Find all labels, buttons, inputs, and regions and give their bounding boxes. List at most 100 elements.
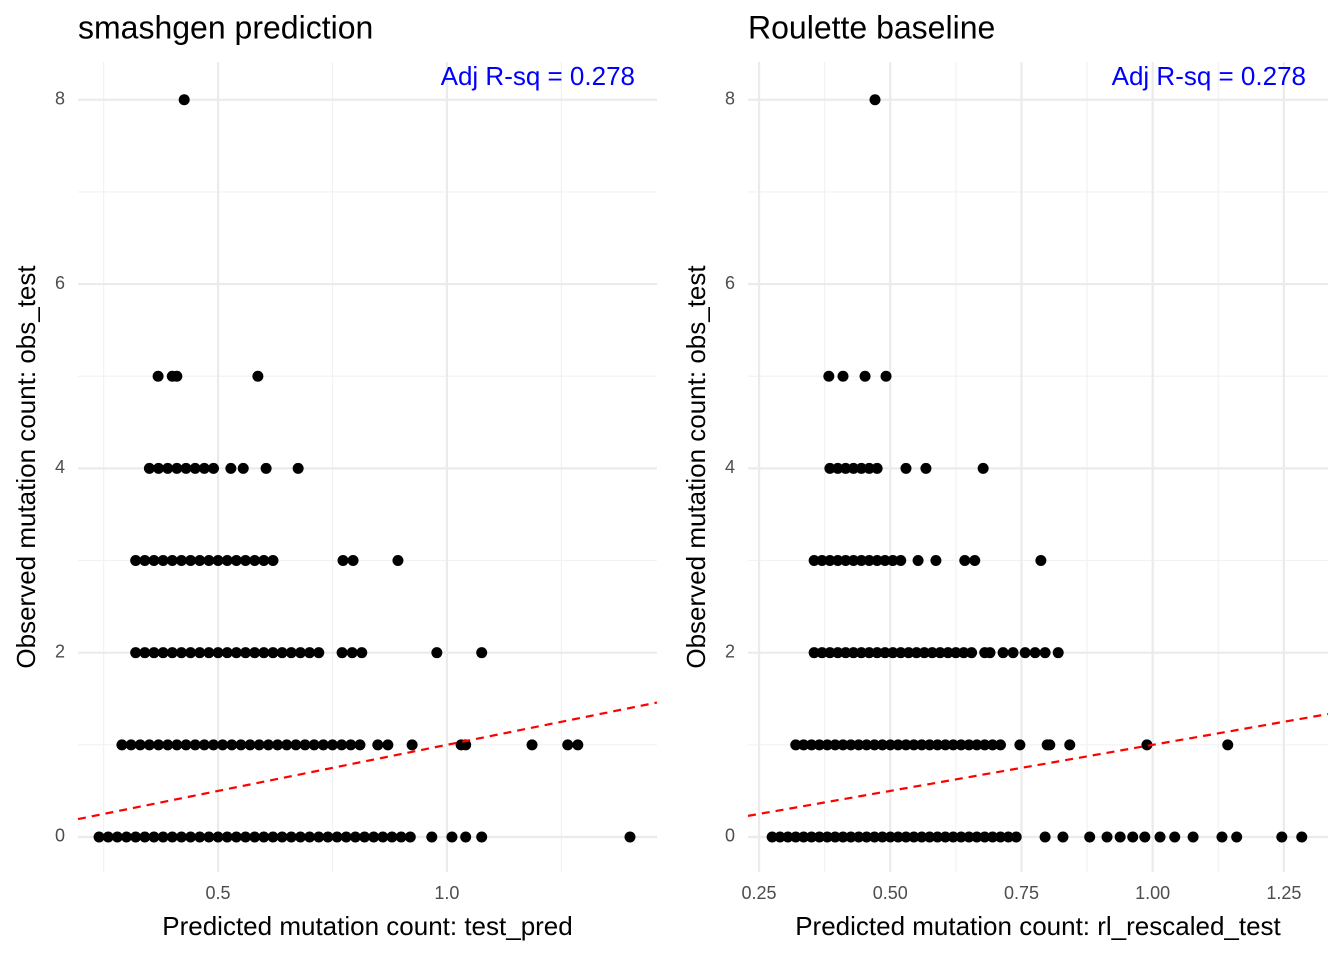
point — [892, 831, 904, 843]
point — [331, 831, 343, 843]
point — [237, 462, 249, 474]
point — [859, 370, 871, 382]
point — [879, 647, 891, 659]
x-tick-label: 0.50 — [873, 883, 908, 903]
point — [294, 831, 306, 843]
point — [258, 555, 270, 567]
point — [143, 462, 155, 474]
point — [950, 647, 962, 659]
x-tick-label: 0.25 — [741, 883, 776, 903]
point — [806, 739, 818, 751]
point — [924, 831, 936, 843]
point — [920, 462, 932, 474]
point — [918, 647, 930, 659]
point — [871, 555, 883, 567]
point — [276, 647, 288, 659]
point — [947, 831, 959, 843]
point — [808, 555, 820, 567]
point — [189, 739, 201, 751]
point — [180, 462, 192, 474]
reference-line — [747, 712, 1329, 817]
point — [868, 739, 880, 751]
point — [861, 739, 873, 751]
point — [349, 831, 361, 843]
point — [317, 739, 329, 751]
point — [977, 462, 989, 474]
point — [294, 647, 306, 659]
point — [1039, 647, 1051, 659]
point — [966, 647, 978, 659]
point — [971, 739, 983, 751]
y-tick-label: 0 — [55, 826, 65, 846]
point — [813, 739, 825, 751]
point — [262, 739, 274, 751]
point — [337, 555, 349, 567]
point — [798, 739, 810, 751]
x-tick-label: 0.5 — [206, 883, 231, 903]
point — [285, 831, 297, 843]
point — [863, 462, 875, 474]
point — [984, 647, 996, 659]
point — [180, 739, 192, 751]
point — [111, 831, 123, 843]
point — [774, 831, 786, 843]
point — [221, 647, 233, 659]
point — [143, 739, 155, 751]
point — [157, 647, 169, 659]
point — [134, 739, 146, 751]
point — [832, 647, 844, 659]
point — [931, 739, 943, 751]
point — [861, 831, 873, 843]
point — [895, 555, 907, 567]
point — [406, 739, 418, 751]
point — [766, 831, 778, 843]
point — [979, 739, 991, 751]
point — [1052, 647, 1064, 659]
point — [824, 555, 836, 567]
point — [853, 739, 865, 751]
point — [829, 739, 841, 751]
point — [404, 831, 416, 843]
point — [217, 739, 229, 751]
point — [386, 831, 398, 843]
point — [292, 462, 304, 474]
point — [431, 647, 443, 659]
y-axis-label: Observed mutation count: obs_test — [681, 265, 711, 669]
point — [572, 739, 584, 751]
point — [931, 831, 943, 843]
point — [963, 739, 975, 751]
point — [392, 555, 404, 567]
point — [884, 831, 896, 843]
point — [1139, 831, 1151, 843]
point — [832, 555, 844, 567]
point — [823, 370, 835, 382]
point — [994, 739, 1006, 751]
point — [212, 555, 224, 567]
point — [1222, 739, 1234, 751]
point — [178, 94, 190, 106]
point — [624, 831, 636, 843]
y-tick-label: 2 — [725, 641, 735, 661]
point — [346, 647, 358, 659]
point — [175, 555, 187, 567]
point — [203, 555, 215, 567]
point — [252, 370, 264, 382]
point — [987, 739, 999, 751]
point — [203, 647, 215, 659]
point — [185, 831, 197, 843]
point — [240, 831, 252, 843]
point — [900, 831, 912, 843]
x-tick-label: 0.75 — [1004, 883, 1039, 903]
point — [562, 739, 574, 751]
point — [290, 739, 302, 751]
point — [892, 739, 904, 751]
x-tick-label: 1.00 — [1135, 883, 1170, 903]
point — [426, 831, 438, 843]
point — [285, 647, 297, 659]
chart-title: smashgen prediction — [78, 9, 373, 45]
point — [916, 739, 928, 751]
point — [1154, 831, 1166, 843]
point — [1064, 739, 1076, 751]
point — [198, 462, 210, 474]
chart-title: Roulette baseline — [748, 9, 995, 45]
